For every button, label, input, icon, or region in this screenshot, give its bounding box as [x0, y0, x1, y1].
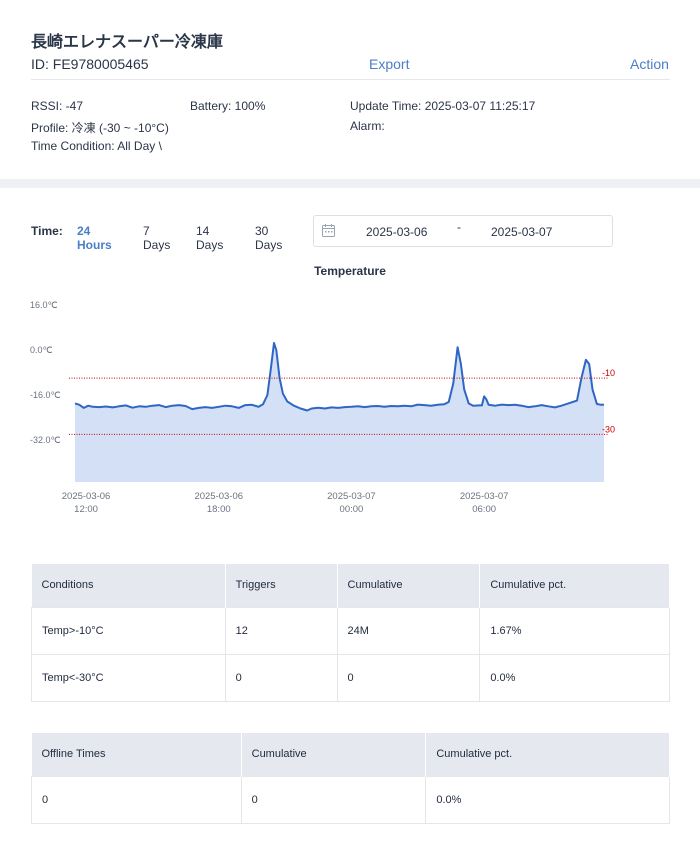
profile-value: Profile: 冷凍 (-30 ~ -10°C): [31, 121, 169, 135]
y-tick-label: 16.0℃: [30, 300, 58, 310]
x-tick-label: 2025-03-07: [327, 491, 376, 502]
table-row: 0 0 0.0%: [31, 775, 670, 824]
date-separator: -: [457, 220, 461, 234]
column-header: Cumulative pct.: [479, 564, 670, 607]
offline-header-row: Offline Times Cumulative Cumulative pct.: [31, 733, 670, 776]
x-tick-label: 00:00: [340, 504, 364, 515]
conditions-table: Conditions Triggers Cumulative Cumulativ…: [31, 564, 670, 702]
column-header: Triggers: [225, 564, 338, 607]
temperature-chart: 16.0℃ 0.0℃ -16.0℃ -32.0℃ -10 -30 2025-03-06 12:…: [30, 300, 615, 515]
x-tick-label: 2025-03-06: [194, 491, 243, 502]
table-cell: 0: [224, 653, 338, 702]
time-condition: Time Condition: All Day \: [31, 139, 162, 153]
y-tick-label: -32.0℃: [30, 435, 61, 445]
table-cell: 0.0%: [425, 775, 670, 824]
export-link[interactable]: Export: [369, 56, 410, 72]
table-row: Temp<-30°C 0 0 0.0%: [31, 653, 670, 702]
x-tick-label: 12:00: [74, 504, 98, 515]
x-tick-label: 18:00: [207, 504, 231, 515]
date-range-picker[interactable]: 2025-03-06 - 2025-03-07: [313, 215, 613, 247]
threshold-label: -10: [602, 368, 615, 378]
device-id-row: ID: FE9780005465 Export Action: [31, 56, 670, 80]
table-cell: Temp<-30°C: [31, 653, 226, 702]
conditions-header-row: Conditions Triggers Cumulative Cumulativ…: [31, 564, 670, 607]
update-time: Update Time: 2025-03-07 11:25:17: [350, 99, 536, 113]
time-option-7-days[interactable]: 7 Days: [143, 224, 171, 252]
alarm-value: Alarm:: [350, 119, 385, 133]
calendar-icon: [322, 224, 335, 237]
table-cell: 0: [31, 775, 242, 824]
section-divider: [0, 179, 700, 188]
table-cell: 0.0%: [479, 653, 670, 702]
start-date-input[interactable]: 2025-03-06: [366, 225, 428, 239]
chart-title: Temperature: [314, 264, 386, 278]
x-tick-label: 06:00: [472, 504, 496, 515]
column-header: Cumulative pct.: [425, 733, 670, 776]
end-date-input[interactable]: 2025-03-07: [491, 225, 553, 239]
temperature-area: [75, 343, 604, 482]
time-filter-label: Time:: [31, 224, 63, 238]
time-option-14-days[interactable]: 14 Days: [196, 224, 224, 252]
table-cell: 1.67%: [479, 606, 670, 655]
x-tick-label: 2025-03-06: [62, 491, 111, 502]
offline-table: Offline Times Cumulative Cumulative pct.…: [31, 733, 670, 824]
column-header: Cumulative: [337, 564, 481, 607]
table-cell: 0: [240, 775, 427, 824]
x-tick-label: 2025-03-07: [460, 491, 509, 502]
y-tick-label: 0.0℃: [30, 345, 53, 355]
action-link[interactable]: Action: [630, 56, 669, 72]
time-option-24-hours[interactable]: 24 Hours: [77, 224, 112, 252]
table-cell: Temp>-10°C: [31, 606, 226, 655]
y-tick-label: -16.0℃: [30, 390, 61, 400]
column-header: Conditions: [31, 564, 226, 607]
battery-value: Battery: 100%: [190, 99, 266, 113]
table-cell: 0: [336, 653, 481, 702]
table-row: Temp>-10°C 12 24M 1.67%: [31, 606, 670, 655]
table-cell: 12: [224, 606, 338, 655]
temperature-line: [74, 342, 605, 412]
table-cell: 24M: [336, 606, 481, 655]
column-header: Cumulative: [241, 733, 427, 776]
device-id: ID: FE9780005465: [31, 56, 149, 72]
time-option-30-days[interactable]: 30 Days: [255, 224, 283, 252]
column-header: Offline Times: [31, 733, 242, 776]
device-header: 長崎エレナスーパー冷凍庫 ID: FE9780005465 Export Act…: [0, 0, 700, 179]
rssi-value: RSSI: -47: [31, 99, 84, 113]
device-title: 長崎エレナスーパー冷凍庫: [31, 34, 223, 51]
threshold-label: -30: [602, 424, 615, 434]
